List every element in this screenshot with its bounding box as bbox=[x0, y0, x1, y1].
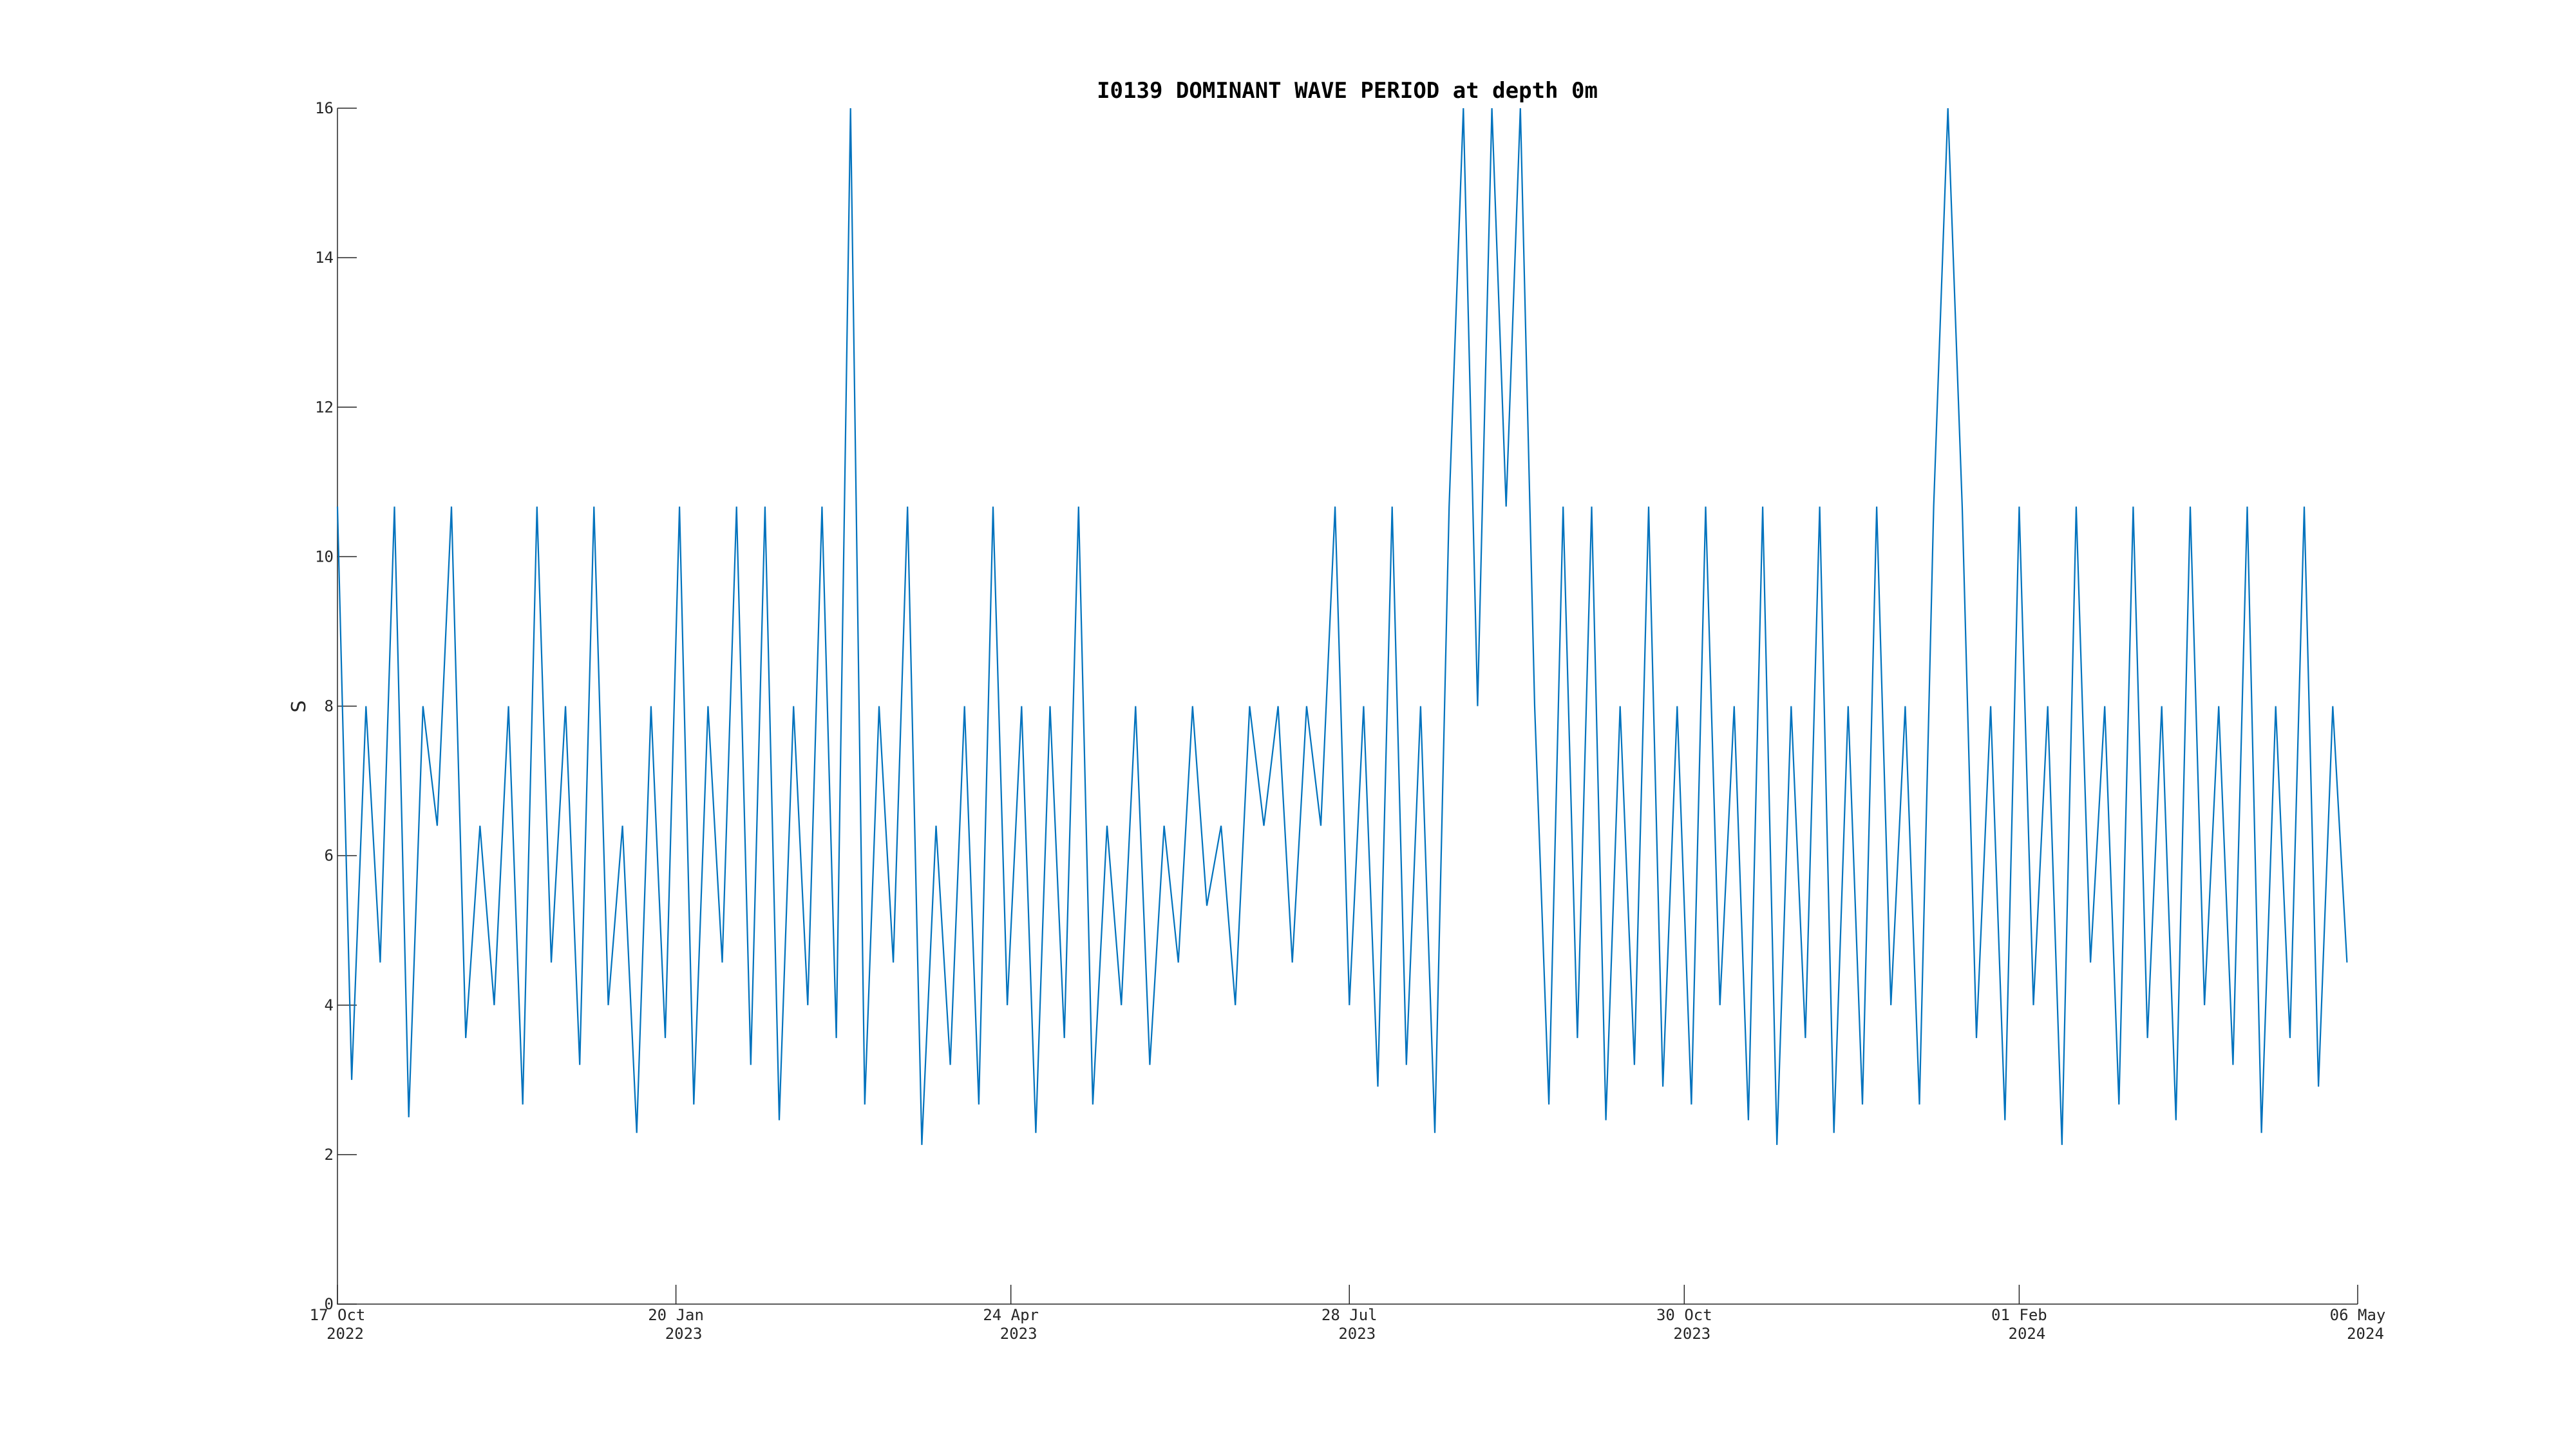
x-tick-label-line: 20 Jan bbox=[648, 1306, 704, 1324]
chart-title: I0139 DOMINANT WAVE PERIOD at depth 0m bbox=[1097, 78, 1598, 104]
y-tick-label: 14 bbox=[315, 249, 334, 267]
y-tick-label: 10 bbox=[315, 547, 334, 565]
x-tick-label: 06 May 2024 bbox=[2330, 1306, 2386, 1343]
x-tick-label: 28 Jul 2023 bbox=[1321, 1306, 1378, 1343]
x-tick-label: 17 Oct 2022 bbox=[310, 1306, 366, 1343]
y-tick-label: 16 bbox=[315, 99, 334, 117]
x-tick-label-line: 28 Jul bbox=[1321, 1306, 1378, 1324]
y-tick-label: 8 bbox=[325, 697, 334, 715]
x-tick-label: 30 Oct 2023 bbox=[1656, 1306, 1712, 1343]
x-tick-label-line: 2024 bbox=[2009, 1325, 2046, 1343]
y-tick-label: 6 bbox=[325, 847, 334, 865]
x-tick-label-line: 2023 bbox=[1338, 1325, 1376, 1343]
y-tick-label: 2 bbox=[325, 1146, 334, 1164]
axis-line bbox=[337, 108, 2358, 1305]
x-tick-label-line: 06 May bbox=[2330, 1306, 2386, 1324]
y-tick-label: 12 bbox=[315, 398, 334, 416]
x-tick-label-line: 2023 bbox=[1673, 1325, 1710, 1343]
x-tick-label-line: 30 Oct bbox=[1656, 1306, 1712, 1324]
x-tick-label-line: 17 Oct bbox=[310, 1306, 366, 1324]
x-tick-label: 20 Jan 2023 bbox=[648, 1306, 704, 1343]
y-tick-label: 0 bbox=[325, 1295, 334, 1313]
x-tick-label-line: 2023 bbox=[665, 1325, 703, 1343]
y-axis-label: S bbox=[288, 700, 310, 712]
data-line bbox=[336, 108, 2348, 1145]
x-tick-label-line: 24 Apr bbox=[983, 1306, 1039, 1324]
x-tick-label: 01 Feb 2024 bbox=[1991, 1306, 2047, 1343]
x-tick-label: 24 Apr 2023 bbox=[983, 1306, 1039, 1343]
x-tick-label-line: 2024 bbox=[2347, 1325, 2384, 1343]
x-tick-label-line: 2023 bbox=[1000, 1325, 1037, 1343]
x-tick-label-line: 01 Feb bbox=[1991, 1306, 2047, 1324]
y-tick-label: 4 bbox=[325, 996, 334, 1014]
x-tick-label-line: 2022 bbox=[327, 1325, 364, 1343]
